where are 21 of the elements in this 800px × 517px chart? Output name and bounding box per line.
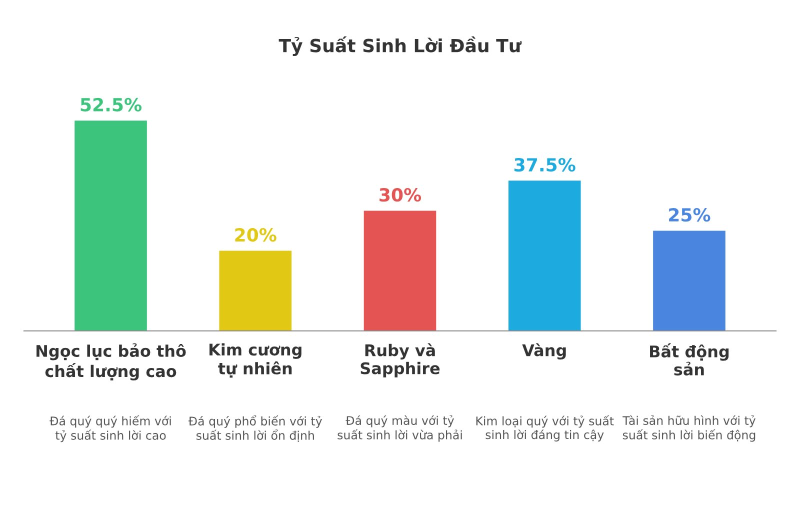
data-label: 25% (669, 208, 710, 222)
x-tick-label: Ruby và Sapphire (360, 343, 440, 378)
bar (74, 120, 147, 331)
bar (508, 180, 581, 331)
data-label: 52.5% (80, 98, 142, 112)
bar (219, 250, 292, 331)
bar (364, 210, 436, 331)
text: Tài sản hữu hình với tỷ suất sinh lời biến động (622, 415, 756, 442)
text: Đá quý phổ biến với tỷ suất sinh lời ổn định (188, 415, 322, 442)
x-tick-label: Kim cương tự nhiên (210, 343, 302, 378)
text: Đá quý quý hiếm với tỷ suất sinh lời cao (50, 415, 171, 442)
data-label: 20% (235, 228, 276, 242)
data-label: 30% (380, 188, 422, 202)
x-tick-label: Bất động sản (650, 343, 729, 376)
text: Đá quý màu với tỷ suất sinh lời vừa phải (338, 415, 462, 442)
chart-title: Tỷ Suất Sinh Lời Đầu Tư (278, 36, 522, 56)
text: Kim loại quý với tỷ suất sinh lời đáng tin cậy (476, 415, 614, 442)
bar (653, 230, 726, 331)
data-label: 37.5% (514, 158, 576, 172)
x-tick-label: Vàng (522, 343, 566, 360)
x-tick-label: Ngọc lục bảo thô chất lượng cao (36, 343, 186, 380)
